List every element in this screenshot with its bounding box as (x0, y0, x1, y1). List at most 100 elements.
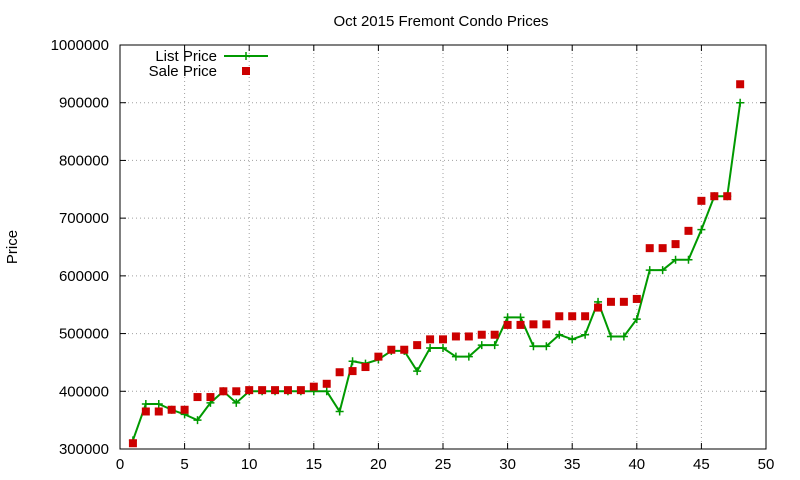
list-price-point (335, 407, 344, 416)
sale-price-point (322, 379, 331, 388)
chart-title: Oct 2015 Fremont Condo Prices (333, 13, 548, 30)
sale-price-point (503, 320, 512, 329)
sale-price-point (361, 363, 370, 372)
sale-price-point (309, 382, 318, 391)
y-tick-label: 700000 (59, 210, 109, 227)
sale-price-point (219, 387, 228, 396)
sale-price-point (348, 367, 357, 376)
x-tick-label: 10 (241, 456, 258, 473)
list-price-point (736, 98, 745, 107)
sale-price-point (619, 297, 628, 306)
sale-price-point (232, 387, 241, 396)
sale-price-point (258, 386, 267, 395)
sale-price-point (206, 393, 215, 402)
y-tick-label: 900000 (59, 95, 109, 112)
legend-label-sale-price: Sale Price (149, 63, 217, 80)
series-sale-price (128, 80, 745, 448)
list-price-point (619, 332, 628, 341)
list-price-point (684, 255, 693, 264)
list-price-point (697, 225, 706, 234)
list-price-point (348, 357, 357, 366)
sale-price-point (167, 405, 176, 414)
sale-price-point (684, 226, 693, 235)
sale-price-point (723, 192, 732, 201)
axis-ticks: 0 5 10 15 20 25 30 35 40 45 50 300000 400000 500000 60… (51, 37, 775, 473)
sale-price-point (581, 312, 590, 321)
sale-price-point (283, 386, 292, 395)
sale-price-point (606, 297, 615, 306)
x-tick-label: 40 (628, 456, 645, 473)
list-price-point (658, 266, 667, 275)
legend-marker-sale-price (242, 67, 250, 75)
sale-price-point (736, 80, 745, 89)
sale-price-point (477, 330, 486, 339)
y-tick-label: 800000 (59, 152, 109, 169)
x-tick-label: 50 (758, 456, 775, 473)
legend-label-list-price: List Price (155, 48, 217, 65)
x-tick-label: 5 (180, 456, 188, 473)
series-list-price (128, 98, 745, 445)
sale-price-point (568, 312, 577, 321)
sale-price-point (542, 320, 551, 329)
x-tick-label: 15 (305, 456, 322, 473)
sale-price-point (555, 312, 564, 321)
sale-price-point (400, 345, 409, 354)
y-tick-label: 500000 (59, 326, 109, 343)
legend-marker-list-price (242, 52, 250, 60)
sale-price-point (245, 386, 254, 395)
sale-price-point (193, 393, 202, 402)
x-tick-label: 45 (693, 456, 710, 473)
x-tick-label: 30 (499, 456, 516, 473)
list-price-point (426, 344, 435, 352)
x-tick-label: 25 (435, 456, 452, 473)
x-tick-label: 20 (370, 456, 387, 473)
sale-price-point (141, 407, 150, 416)
sale-price-point (271, 386, 280, 395)
sale-price-point (671, 240, 680, 249)
list-price-point (516, 313, 525, 322)
list-price-point (671, 255, 680, 264)
y-tick-label: 1000000 (51, 37, 109, 54)
y-tick-label: 600000 (59, 268, 109, 285)
sale-price-point (374, 352, 383, 361)
sale-price-point (180, 405, 189, 414)
list-price-point (490, 341, 499, 350)
list-price-point (141, 399, 150, 408)
list-price-line (131, 102, 742, 441)
y-tick-label: 400000 (59, 383, 109, 400)
y-tick-label: 300000 (59, 441, 109, 458)
sale-price-point (296, 386, 305, 395)
list-price-point (542, 342, 551, 351)
list-price-point (645, 266, 654, 275)
sale-price-point (710, 192, 719, 201)
sale-price-point (632, 294, 641, 303)
sale-price-point (464, 332, 473, 341)
sale-price-point (426, 335, 435, 344)
list-price-point (503, 313, 512, 322)
sale-price-point (529, 320, 538, 329)
x-tick-label: 0 (116, 456, 124, 473)
list-price-point (581, 330, 590, 339)
sale-price-point (335, 368, 344, 377)
sale-price-point (516, 320, 525, 329)
x-tick-label: 35 (564, 456, 581, 473)
sale-price-point (658, 244, 667, 253)
list-price-point (555, 330, 564, 339)
plot-frame (119, 44, 767, 450)
list-price-point (451, 352, 460, 361)
sale-price-point (128, 439, 137, 448)
y-axis-label: Price (4, 230, 21, 264)
list-price-point (477, 341, 486, 350)
sale-price-point (594, 303, 603, 312)
sale-price-point (451, 332, 460, 341)
list-price-point (413, 367, 422, 376)
sale-price-point (154, 407, 163, 416)
list-price-point (606, 332, 615, 341)
list-price-point (154, 399, 163, 408)
sale-price-point (387, 345, 396, 354)
list-price-point (568, 335, 577, 344)
sale-price-point (645, 244, 654, 253)
sale-price-point (439, 335, 447, 344)
sale-price-point (697, 196, 706, 205)
